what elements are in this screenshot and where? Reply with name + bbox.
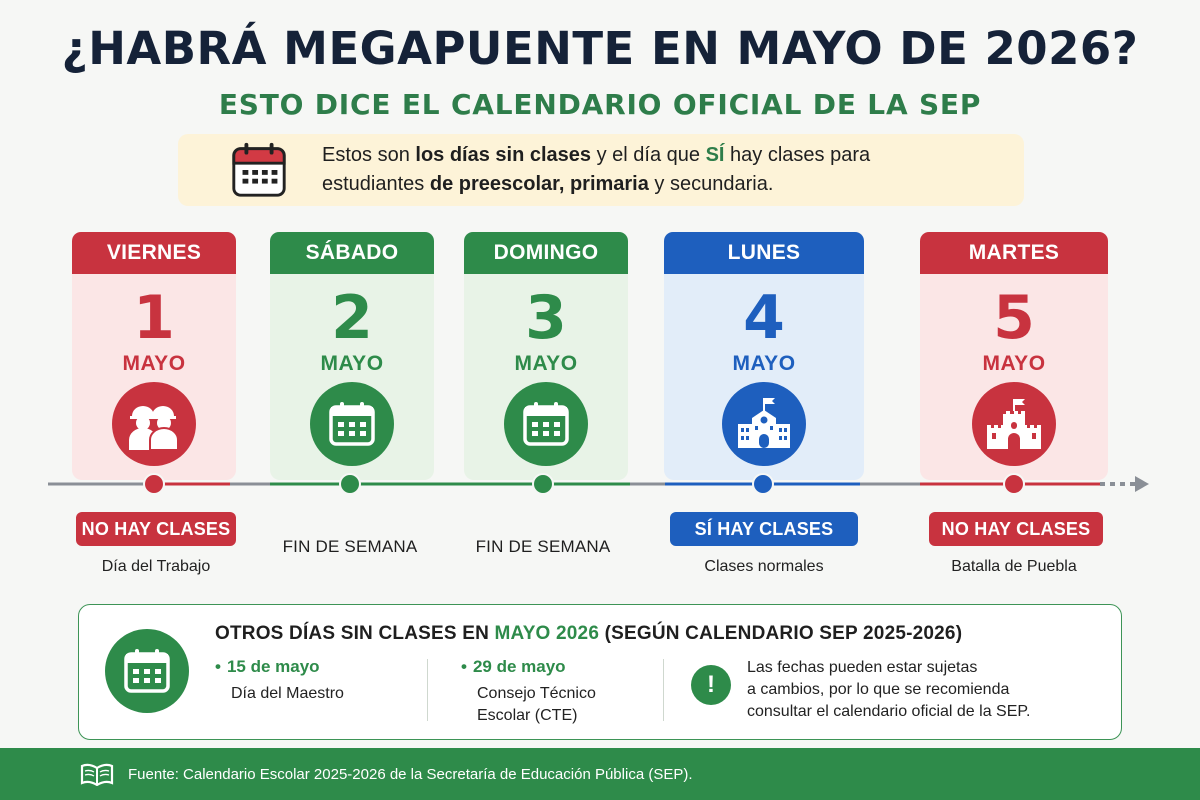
day-card-4: LUNES 4 MAYO [664,232,864,480]
day-reason: Batalla de Puebla [951,558,1077,575]
warning-text: Las fechas pueden estar sujetas a cambio… [747,659,1031,720]
day-month: MAYO [320,352,384,375]
warning-icon: ! [691,665,731,705]
day-month: MAYO [732,352,796,375]
timeline-dot [143,473,165,495]
intro-banner: Estos son los días sin clases y el día q… [178,134,1024,206]
list-item: • 29 de mayo Consejo Técnico Escolar (CTE) [461,657,596,724]
calendar-icon [310,382,394,466]
day-number: 2 [331,283,373,353]
day-card-2: SÁBADO 2 MAYO [270,232,434,480]
status-badge: NO HAY CLASES [76,512,236,546]
timeline-dot [532,473,554,495]
footer-source: Fuente: Calendario Escolar 2025-2026 de … [128,765,693,783]
timeline-dot [339,473,361,495]
divider [427,659,428,721]
day-weekday: VIERNES [72,232,236,274]
workers-icon [112,382,196,466]
timeline-dot [752,473,774,495]
timeline-dot [1003,473,1025,495]
school-icon [722,382,806,466]
day-weekday: MARTES [920,232,1108,274]
calendar-icon [504,382,588,466]
other-days-title: OTROS DÍAS SIN CLASES EN MAYO 2026 (SEGÚ… [215,623,963,644]
day-card-1: VIERNES 1 MAYO [72,232,236,480]
day-month: MAYO [514,352,578,375]
status-label: FIN DE SEMANA [282,537,418,556]
day-number: 5 [993,283,1035,353]
day-month: MAYO [122,352,186,375]
page-title: ¿HABRÁ MEGAPUENTE EN MAYO DE 2026? [61,22,1139,75]
other-days-box: OTROS DÍAS SIN CLASES EN MAYO 2026 (SEGÚ… [78,604,1122,740]
calendar-icon [105,629,189,713]
day-reason: Clases normales [704,558,824,575]
footer: Fuente: Calendario Escolar 2025-2026 de … [0,748,1200,800]
day-card-3: DOMINGO 3 MAYO [464,232,628,480]
timeline [48,473,1149,495]
divider [663,659,664,721]
day-number: 4 [743,283,785,353]
book-icon [80,763,114,786]
day-weekday: DOMINGO [464,232,628,274]
status-label: FIN DE SEMANA [475,537,611,556]
list-item: • 15 de mayo Día del Maestro [215,657,344,702]
day-weekday: LUNES [664,232,864,274]
day-card-5: MARTES 5 MAYO [920,232,1108,480]
castle-icon [972,382,1056,466]
status-badge: NO HAY CLASES [929,512,1103,546]
day-number: 1 [133,283,175,353]
page-subtitle: ESTO DICE EL CALENDARIO OFICIAL DE LA SE… [218,88,982,121]
intro-text: Estos son los días sin clases y el día q… [322,144,871,195]
day-weekday: SÁBADO [270,232,434,274]
day-number: 3 [525,283,567,353]
day-reason: Día del Trabajo [101,558,211,575]
day-month: MAYO [982,352,1046,375]
calendar-icon [232,142,286,197]
status-badge: SÍ HAY CLASES [670,512,858,546]
